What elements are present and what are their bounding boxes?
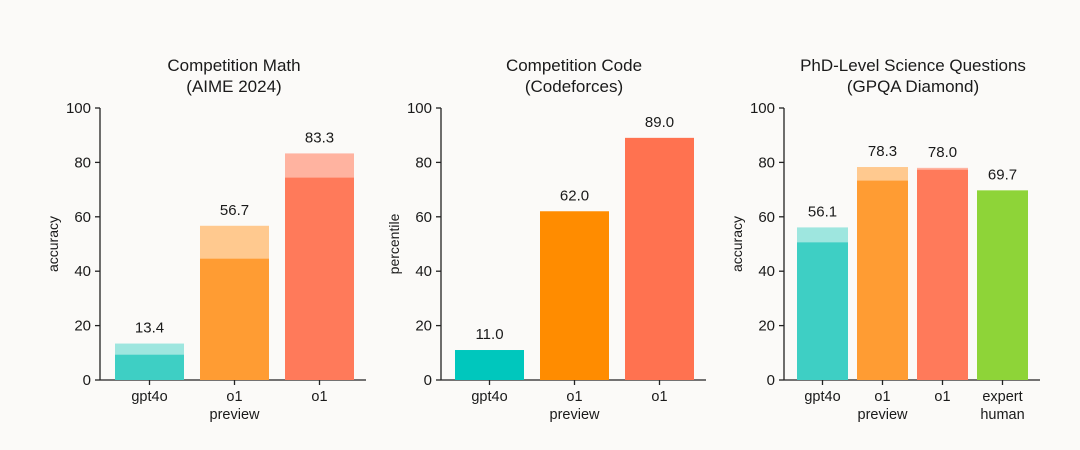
y-tick-label: 100 — [66, 100, 91, 117]
category-label: o1 — [874, 389, 890, 405]
y-tick-label: 100 — [407, 100, 432, 117]
y-axis-label: percentile — [386, 213, 402, 274]
category-label: preview — [210, 407, 260, 423]
bar-base — [200, 258, 269, 380]
data-label: 83.3 — [305, 129, 334, 146]
data-label: 69.7 — [988, 166, 1017, 183]
bar-base — [455, 350, 524, 380]
bar-base — [977, 190, 1028, 380]
y-tick-label: 40 — [415, 263, 432, 280]
y-tick-label: 0 — [424, 372, 432, 389]
chart-title: PhD-Level Science Questions — [800, 56, 1026, 75]
data-label: 89.0 — [645, 114, 674, 131]
bar-base — [797, 242, 848, 380]
y-tick-label: 60 — [758, 209, 775, 226]
category-label: o1 — [934, 389, 950, 405]
bar-base — [285, 177, 354, 380]
category-label: o1 — [651, 389, 667, 405]
chart-panel-3: PhD-Level Science Questions (GPQA Diamond… — [729, 56, 1040, 423]
y-axis-label: accuracy — [729, 216, 745, 272]
data-label: 78.3 — [868, 143, 897, 160]
y-axis-label: accuracy — [45, 216, 61, 272]
category-label: gpt4o — [471, 389, 507, 405]
chart-subtitle: (Codeforces) — [525, 77, 623, 96]
bar-base — [115, 354, 184, 380]
y-tick-label: 60 — [74, 209, 91, 226]
category-label: preview — [550, 407, 600, 423]
bar-base — [625, 137, 694, 380]
y-tick-label: 40 — [758, 263, 775, 280]
category-label: gpt4o — [804, 389, 840, 405]
y-tick-label: 20 — [758, 318, 775, 335]
category-label: preview — [858, 407, 908, 423]
category-label: o1 — [566, 389, 582, 405]
chart-title: Competition Code — [506, 56, 642, 75]
y-tick-label: 80 — [758, 154, 775, 171]
y-tick-label: 0 — [83, 372, 91, 389]
chart-panel-2: Competition Code (Codeforces) 0 20 40 60 80 100… — [386, 56, 706, 423]
chart-panel-1: Competition Math (AIME 2024) 0 20 40 60 80 100 a… — [45, 56, 366, 423]
category-label: o1 — [311, 389, 327, 405]
data-label: 62.0 — [560, 187, 589, 204]
y-tick-label: 20 — [415, 318, 432, 335]
y-tick-label: 80 — [415, 154, 432, 171]
y-tick-label: 60 — [415, 209, 432, 226]
y-tick-label: 0 — [767, 372, 775, 389]
y-tick-label: 40 — [74, 263, 91, 280]
y-tick-label: 80 — [74, 154, 91, 171]
data-label: 13.4 — [135, 320, 164, 337]
category-label: human — [980, 407, 1024, 423]
category-label: gpt4o — [131, 389, 167, 405]
bar-base — [857, 180, 908, 380]
data-label: 11.0 — [475, 326, 503, 343]
bar-base — [917, 169, 968, 380]
chart-subtitle: (GPQA Diamond) — [847, 77, 979, 96]
chart-title: Competition Math — [167, 56, 300, 75]
chart-subtitle: (AIME 2024) — [186, 77, 281, 96]
category-label: expert — [982, 389, 1022, 405]
category-label: o1 — [226, 389, 242, 405]
data-label: 56.1 — [808, 203, 837, 220]
bar-base — [540, 211, 609, 380]
y-tick-label: 100 — [750, 100, 775, 117]
data-label: 78.0 — [928, 144, 957, 161]
y-tick-label: 20 — [74, 318, 91, 335]
data-label: 56.7 — [220, 202, 249, 219]
